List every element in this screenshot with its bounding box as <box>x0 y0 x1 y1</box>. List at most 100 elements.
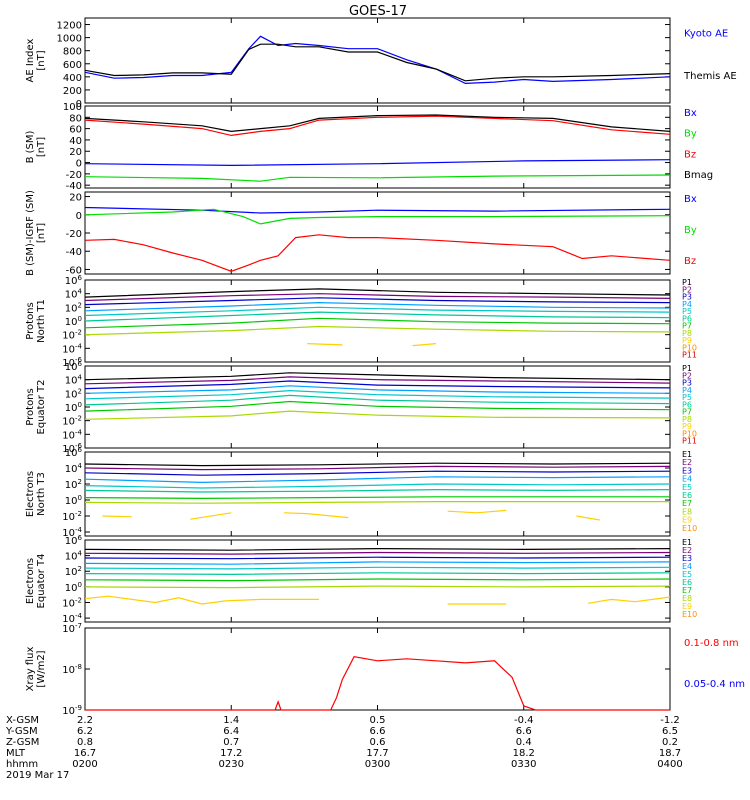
y-tick-label: 100 <box>65 581 82 594</box>
panel-frame <box>84 191 671 275</box>
x-tick-label: 0330 <box>511 759 536 770</box>
y-axis-label: Xray flux[W/m2] <box>25 647 47 692</box>
x-tick-label: 1.4 <box>223 715 239 726</box>
series-line-p7 <box>84 400 671 412</box>
y-tick-label: -40 <box>66 181 82 192</box>
y-tick-label: 0 <box>76 159 82 170</box>
series-line-e6 <box>84 488 671 493</box>
x-tick-label: 0.6 <box>370 737 386 748</box>
x-tick-label: 6.2 <box>77 726 93 737</box>
series-line-e7 <box>84 578 671 582</box>
legend-label: E7 <box>682 586 692 595</box>
legend-label: 0.05-0.4 nm <box>684 679 745 690</box>
series-line-p2 <box>84 376 671 385</box>
x-tick-label: 6.5 <box>662 726 678 737</box>
series-line-e1 <box>84 462 671 467</box>
legend-label: P7 <box>682 408 692 417</box>
legend-label: P3 <box>682 379 692 388</box>
series-line-p7 <box>84 317 671 329</box>
x-tick-label: 6.6 <box>370 726 386 737</box>
legend-label: P8 <box>682 329 692 338</box>
y-tick-label: 10-4 <box>62 428 82 441</box>
x-tick-label: 17.7 <box>366 748 388 759</box>
legend-label: Themis AE <box>683 71 737 82</box>
y-tick-label: 102 <box>65 387 82 400</box>
y-axis-label: ProtonsEquator T2 <box>25 380 47 435</box>
legend-label: P2 <box>682 285 692 294</box>
series-line-e3 <box>84 556 671 560</box>
series-line-e1 <box>84 547 671 551</box>
y-tick-label: 10-8 <box>62 663 82 676</box>
y-axis-label: ElectronsNorth T3 <box>25 471 47 517</box>
y-tick-label: 20 <box>69 147 82 158</box>
series-line-e9c <box>283 512 349 519</box>
legend-label: Bx <box>684 108 697 119</box>
x-tick-label: 0400 <box>657 759 682 770</box>
series-line-p4 <box>84 385 671 394</box>
panel-ae: 0 200 400 600 800 1000 1200 AE Index[nT] Kyoto A… <box>25 17 737 110</box>
series-line-bz <box>84 115 671 137</box>
series-line-by <box>84 208 671 225</box>
y-tick-label: 20 <box>69 193 82 204</box>
legend-label: 0.1-0.8 nm <box>684 638 739 649</box>
legend-label: E8 <box>682 594 692 603</box>
legend-label: E10 <box>682 610 697 619</box>
legend-label: E6 <box>682 491 692 500</box>
legend-label: Kyoto AE <box>684 29 728 40</box>
legend-label: P9 <box>682 336 692 345</box>
legend-label: P9 <box>682 422 692 431</box>
y-tick-label: 40 <box>69 136 82 147</box>
y-tick-label: 102 <box>65 478 82 491</box>
y-tick-label: -20 <box>66 229 82 240</box>
series-line-p8 <box>84 325 671 336</box>
legend-label: By <box>684 225 697 236</box>
series-line-bx <box>84 159 671 167</box>
legend-label: P3 <box>682 293 692 302</box>
legend-label: Bx <box>684 194 697 205</box>
y-tick-label: 104 <box>65 550 83 563</box>
y-tick-label: 100 <box>65 401 82 414</box>
y-tick-label: 60 <box>69 125 82 136</box>
series-line-0-1-0-8-nm <box>85 656 670 711</box>
series-line-e9d <box>447 509 507 514</box>
series-line-e8 <box>84 585 671 589</box>
y-tick-label: 0 <box>76 211 82 222</box>
legend-label: P4 <box>682 386 692 395</box>
y-tick-label: 800 <box>63 47 82 58</box>
series-line-bmag <box>84 114 671 133</box>
y-tick-label: 106 <box>65 446 83 459</box>
series-line-e7 <box>84 496 670 500</box>
x-tick-label: 0.2 <box>662 737 678 748</box>
legend-label: By <box>684 129 697 140</box>
series-line-e4 <box>84 476 671 484</box>
series-line-kyoto-ae <box>84 35 671 85</box>
series-line-p3 <box>84 380 671 390</box>
legend-label: E2 <box>682 546 692 555</box>
legend-label: P11 <box>682 351 697 360</box>
x-tick-label: 16.7 <box>74 748 96 759</box>
series-line-by <box>84 174 671 182</box>
legend-label: E1 <box>682 538 692 547</box>
series-line-e5 <box>84 483 671 489</box>
y-tick-label: 10-4 <box>62 342 82 355</box>
series-line-p1 <box>84 372 671 381</box>
series-line-p8 <box>84 410 671 420</box>
series-line-p6 <box>84 311 671 322</box>
legend-label: E3 <box>682 466 692 475</box>
legend-label: Bz <box>684 149 696 160</box>
series-line-e9 <box>102 515 132 518</box>
legend-label: E1 <box>682 450 692 459</box>
y-tick-label: 1000 <box>57 34 82 45</box>
legend-label: P1 <box>682 278 692 287</box>
date-label: 2019 Mar 17 <box>6 770 69 781</box>
y-tick-label: 106 <box>65 360 83 373</box>
series-line-p5 <box>84 306 671 317</box>
y-tick-label: 10-7 <box>62 622 82 635</box>
legend-label: P11 <box>682 437 697 446</box>
legend-label: Bmag <box>684 170 713 181</box>
y-tick-label: 1200 <box>57 21 82 32</box>
